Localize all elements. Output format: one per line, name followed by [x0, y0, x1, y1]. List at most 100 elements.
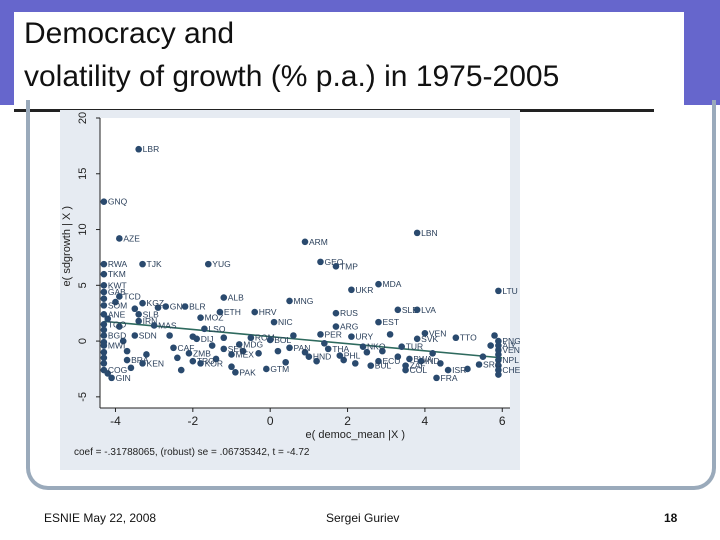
- scatter-point: [321, 340, 328, 347]
- point-label: VEN: [429, 328, 446, 338]
- point-label: SEN: [228, 344, 245, 354]
- point-label: COL: [410, 365, 428, 375]
- scatter-point: [413, 306, 421, 314]
- scatter-point: [286, 344, 293, 352]
- scatter-point: [495, 346, 502, 354]
- point-label: SOM: [108, 300, 127, 310]
- scatter-point: [154, 304, 162, 311]
- point-label: TMP: [340, 261, 358, 271]
- scatter-point: [429, 350, 436, 357]
- scatter-point: [185, 350, 193, 357]
- scatter-point: [108, 374, 115, 382]
- point-label: DIJ: [201, 334, 214, 344]
- y-tick-label: 20: [77, 112, 89, 124]
- point-label: MDG: [243, 339, 263, 349]
- scatter-point: [479, 353, 487, 360]
- scatter-point: [394, 306, 402, 314]
- scatter-point: [100, 366, 108, 374]
- point-label: CAF: [177, 343, 194, 353]
- point-label: MWI: [108, 341, 125, 351]
- point-label: URY: [355, 332, 373, 342]
- scatter-point: [100, 282, 108, 289]
- point-label: IRN: [143, 316, 158, 326]
- scatter-point: [332, 263, 340, 270]
- scatter-point: [116, 235, 123, 242]
- scatter-point: [444, 366, 452, 374]
- scatter-point: [313, 357, 320, 365]
- scatter-point: [487, 342, 494, 349]
- scatter-point: [189, 357, 197, 365]
- scatter-point: [491, 332, 498, 339]
- point-label: GTM: [270, 364, 289, 374]
- scatter-point: [270, 318, 278, 326]
- point-label: MEX: [236, 349, 255, 359]
- point-label: ALB: [228, 293, 244, 303]
- scatter-point: [235, 341, 243, 348]
- point-label: VEN: [502, 345, 519, 355]
- point-label: IND: [425, 356, 440, 366]
- scatter-point: [348, 333, 355, 340]
- point-label: LVA: [421, 305, 436, 315]
- scatter-point: [201, 325, 208, 333]
- point-label: COG: [108, 365, 127, 375]
- point-label: AIY: [502, 341, 516, 351]
- point-label: KEN: [147, 358, 164, 368]
- scatter-point: [119, 337, 127, 345]
- plot-area: [100, 118, 510, 408]
- scatter-point: [359, 343, 367, 350]
- point-label: KOR: [205, 358, 223, 368]
- scatter-point: [286, 297, 293, 305]
- point-label: TJK: [147, 259, 162, 269]
- scatter-point: [123, 347, 131, 355]
- point-label: ECU: [382, 356, 400, 366]
- point-label: NKO: [367, 342, 386, 352]
- y-tick-label: 10: [77, 223, 89, 235]
- point-label: PAK: [239, 367, 256, 377]
- scatter-point: [127, 364, 135, 372]
- scatter-point: [220, 334, 228, 342]
- scatter-point: [100, 311, 108, 318]
- x-tick-label: 0: [267, 414, 274, 428]
- x-tick-label: 4: [422, 414, 429, 428]
- point-label: RUS: [340, 308, 358, 318]
- scatter-point: [228, 351, 235, 358]
- point-label: ZAF: [410, 361, 426, 371]
- x-axis-label: e( democ_mean |X ): [306, 429, 405, 441]
- point-label: BRA: [131, 355, 149, 365]
- x-tick-label: -4: [110, 414, 121, 428]
- point-label: SVK: [421, 334, 438, 344]
- scatter-point: [170, 344, 177, 352]
- scatter-point: [112, 298, 119, 306]
- scatter-point: [166, 332, 173, 339]
- point-label: RWA: [108, 259, 128, 269]
- x-tick-label: 2: [344, 414, 351, 428]
- scatter-point: [495, 366, 502, 374]
- point-label: GEO: [324, 257, 343, 267]
- scatter-point: [208, 342, 216, 349]
- scatter-point: [131, 305, 139, 313]
- point-label: LTU: [502, 286, 517, 296]
- point-label: LSO: [208, 324, 225, 334]
- scatter-point: [100, 302, 108, 309]
- point-label: SLE: [402, 305, 418, 315]
- scatter-point: [181, 303, 189, 310]
- scatter-point: [205, 260, 212, 268]
- scatter-point: [247, 334, 255, 342]
- scatter-point: [495, 287, 502, 295]
- scatter-point: [375, 357, 382, 365]
- point-label: BLR: [189, 302, 206, 312]
- scatter-point: [340, 356, 347, 364]
- point-label: PNG: [502, 336, 520, 346]
- scatter-point: [220, 294, 228, 301]
- scatter-point: [375, 318, 382, 326]
- scatter-point: [336, 352, 344, 359]
- point-label: EST: [382, 317, 399, 327]
- scatter-point: [398, 343, 405, 350]
- slide-title-line-2: volatility of growth (% p.a.) in 1975-20…: [24, 60, 560, 93]
- point-label: TUR: [406, 342, 423, 352]
- scatter-point: [228, 363, 235, 371]
- point-label: GNB: [170, 302, 189, 312]
- scatter-point: [100, 342, 108, 349]
- point-label: TTO: [460, 333, 477, 343]
- x-tick-label: 6: [499, 414, 506, 428]
